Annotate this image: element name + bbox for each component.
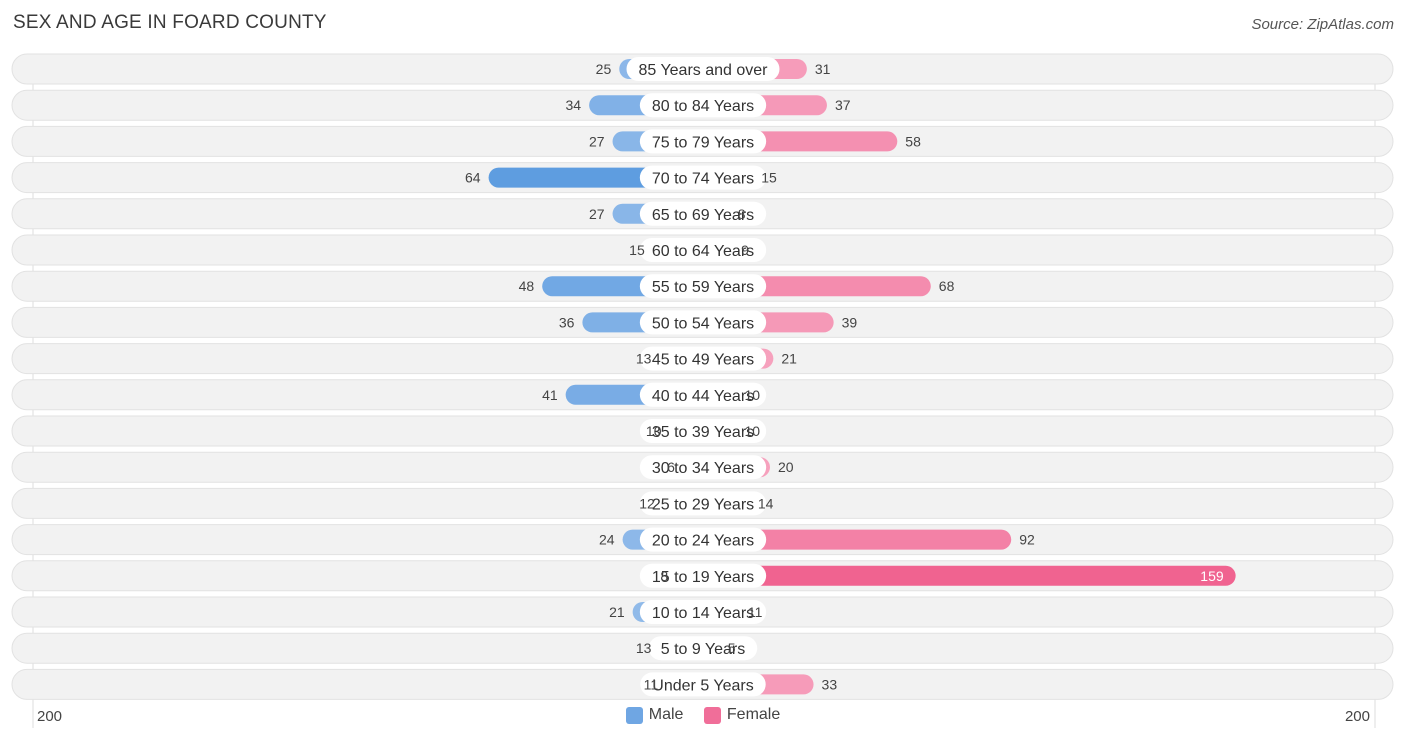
female-value-label: 14 — [758, 495, 774, 511]
category-pill — [639, 93, 767, 118]
male-value-label: 6 — [667, 459, 675, 475]
category-label: 85 Years and over — [639, 62, 769, 79]
male-swatch — [625, 706, 643, 724]
axis-left-max-label: 200 — [37, 708, 63, 725]
category-pill — [639, 455, 767, 480]
category-label: 35 to 39 Years — [652, 424, 754, 441]
female-value-label: 9 — [741, 242, 749, 258]
male-value-label: 21 — [609, 604, 625, 620]
female-bar — [693, 565, 1236, 586]
category-pill — [626, 57, 780, 81]
female-value-label: 20 — [778, 459, 794, 475]
category-pill — [639, 600, 767, 624]
legend-item-female: Female — [703, 706, 781, 724]
female-value-label: 10 — [745, 387, 761, 403]
category-pill — [639, 346, 767, 371]
category-label: 40 to 44 Years — [652, 388, 754, 405]
female-value-label: 33 — [822, 676, 838, 692]
category-pill — [639, 419, 767, 443]
category-label: 25 to 29 Years — [652, 496, 754, 513]
category-pill — [639, 238, 767, 262]
category-pill — [639, 527, 767, 552]
legend-item-male: Male — [625, 706, 684, 724]
category-label: 15 to 19 Years — [652, 569, 754, 586]
female-value-label: 58 — [905, 133, 921, 149]
male-value-label: 48 — [519, 278, 535, 294]
category-pill — [639, 491, 767, 516]
category-label: 50 to 54 Years — [652, 315, 754, 332]
legend-female-label: Female — [726, 706, 781, 723]
legend: Male Female — [0, 706, 1406, 729]
category-pill — [639, 382, 767, 407]
category-label: 80 to 84 Years — [652, 98, 754, 115]
category-label: 30 to 34 Years — [652, 460, 754, 477]
category-pill — [648, 636, 758, 661]
female-value-label: 92 — [1019, 532, 1035, 548]
female-value-label: 11 — [748, 604, 763, 620]
source-attribution: Source: ZipAtlas.com — [1251, 16, 1394, 33]
male-value-label: 15 — [629, 242, 645, 258]
category-pill — [639, 129, 767, 154]
category-label: 10 to 14 Years — [652, 605, 754, 622]
category-label: 65 to 69 Years — [652, 207, 754, 224]
male-value-label: 8 — [660, 568, 668, 584]
female-swatch — [703, 706, 721, 724]
category-label: 70 to 74 Years — [652, 171, 754, 188]
category-label: 5 to 9 Years — [661, 641, 746, 658]
category-pill — [639, 201, 767, 226]
category-label: 45 to 49 Years — [652, 352, 754, 369]
male-value-label: 64 — [465, 170, 481, 186]
male-value-label: 25 — [596, 61, 612, 77]
male-value-label: 27 — [589, 133, 605, 149]
female-value-label: 37 — [835, 97, 851, 113]
category-pill — [639, 310, 767, 335]
female-value-label: 8 — [738, 206, 746, 222]
category-label: 60 to 64 Years — [652, 243, 754, 260]
male-value-label: 12 — [639, 495, 655, 511]
male-value-label: 41 — [542, 387, 558, 403]
female-value-label: 15 — [761, 170, 777, 186]
male-value-label: 34 — [566, 97, 582, 113]
female-value-label: 10 — [745, 423, 761, 439]
category-pill — [639, 563, 767, 588]
chart-title: SEX AND AGE IN FOARD COUNTY — [13, 12, 327, 33]
male-value-label: 24 — [599, 532, 615, 548]
female-value-label: 39 — [842, 314, 858, 330]
male-value-label: 36 — [559, 314, 575, 330]
axis-right-max-label: 200 — [1344, 708, 1370, 725]
category-label: 55 to 59 Years — [652, 279, 754, 296]
female-value-label: 5 — [728, 640, 736, 656]
category-label: Under 5 Years — [652, 677, 753, 694]
female-value-label: 21 — [781, 351, 797, 367]
male-value-label: 13 — [636, 640, 652, 656]
legend-male-label: Male — [648, 706, 684, 723]
female-bar — [693, 529, 1012, 550]
category-pill — [640, 672, 766, 697]
female-value-label: 68 — [939, 278, 955, 294]
category-pill — [639, 274, 767, 299]
male-value-label: 10 — [646, 423, 662, 439]
category-label: 75 to 79 Years — [652, 134, 754, 151]
female-value-label: 159 — [1200, 568, 1224, 584]
male-value-label: 11 — [644, 676, 659, 692]
male-value-label: 13 — [636, 351, 652, 367]
category-label: 20 to 24 Years — [652, 533, 754, 550]
female-value-label: 31 — [815, 61, 831, 77]
male-value-label: 27 — [589, 206, 605, 222]
category-pill — [639, 165, 767, 190]
